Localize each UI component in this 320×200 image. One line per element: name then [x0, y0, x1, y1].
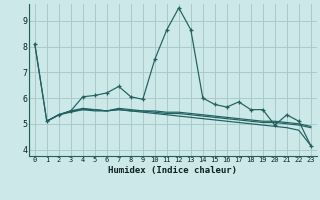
X-axis label: Humidex (Indice chaleur): Humidex (Indice chaleur): [108, 166, 237, 175]
